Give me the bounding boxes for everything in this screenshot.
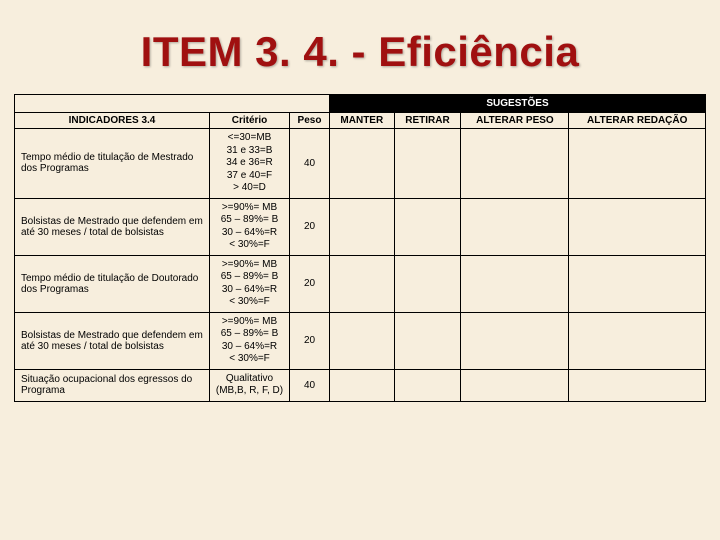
cell-criterio: >=90%= MB 65 – 89%= B 30 – 64%=R < 30%=F — [210, 255, 290, 312]
cell-alterar-redacao — [569, 198, 706, 255]
cell-peso: 20 — [290, 198, 330, 255]
cell-retirar — [394, 369, 461, 401]
cell-criterio: Qualitativo (MB,B, R, F, D) — [210, 369, 290, 401]
cell-manter — [330, 369, 395, 401]
cell-indicador: Tempo médio de titulação de Doutorado do… — [15, 255, 210, 312]
table-row: Tempo médio de titulação de Mestrado dos… — [15, 129, 706, 199]
cell-indicador: Bolsistas de Mestrado que defendem em at… — [15, 198, 210, 255]
cell-peso: 20 — [290, 312, 330, 369]
cell-criterio: <=30=MB 31 e 33=B 34 e 36=R 37 e 40=F > … — [210, 129, 290, 199]
cell-retirar — [394, 255, 461, 312]
cell-manter — [330, 129, 395, 199]
col-criterio: Critério — [210, 113, 290, 129]
cell-peso: 20 — [290, 255, 330, 312]
col-alterar-peso: ALTERAR PESO — [461, 113, 569, 129]
table-row: Tempo médio de titulação de Doutorado do… — [15, 255, 706, 312]
cell-peso: 40 — [290, 369, 330, 401]
cell-alterar-redacao — [569, 312, 706, 369]
cell-criterio: >=90%= MB 65 – 89%= B 30 – 64%=R < 30%=F — [210, 312, 290, 369]
cell-alterar-peso — [461, 255, 569, 312]
top-spacer — [15, 95, 330, 113]
cell-manter — [330, 255, 395, 312]
table-container: SUGESTÕES INDICADORES 3.4 Critério Peso … — [0, 94, 720, 402]
cell-alterar-peso — [461, 312, 569, 369]
cell-alterar-peso — [461, 198, 569, 255]
table-header-row: INDICADORES 3.4 Critério Peso MANTER RET… — [15, 113, 706, 129]
table-top-row: SUGESTÕES — [15, 95, 706, 113]
table-row: Situação ocupacional dos egressos do Pro… — [15, 369, 706, 401]
cell-alterar-redacao — [569, 369, 706, 401]
cell-alterar-peso — [461, 129, 569, 199]
indicators-table: SUGESTÕES INDICADORES 3.4 Critério Peso … — [14, 94, 706, 402]
table-row: Bolsistas de Mestrado que defendem em at… — [15, 312, 706, 369]
cell-alterar-redacao — [569, 255, 706, 312]
cell-manter — [330, 198, 395, 255]
cell-criterio: >=90%= MB 65 – 89%= B 30 – 64%=R < 30%=F — [210, 198, 290, 255]
col-indicadores: INDICADORES 3.4 — [15, 113, 210, 129]
cell-indicador: Situação ocupacional dos egressos do Pro… — [15, 369, 210, 401]
col-retirar: RETIRAR — [394, 113, 461, 129]
cell-alterar-redacao — [569, 129, 706, 199]
cell-indicador: Bolsistas de Mestrado que defendem em at… — [15, 312, 210, 369]
sugestoes-header: SUGESTÕES — [330, 95, 706, 113]
cell-retirar — [394, 312, 461, 369]
col-alterar-redacao: ALTERAR REDAÇÃO — [569, 113, 706, 129]
cell-alterar-peso — [461, 369, 569, 401]
cell-manter — [330, 312, 395, 369]
cell-retirar — [394, 198, 461, 255]
page-title: ITEM 3. 4. - Eficiência — [0, 0, 720, 94]
table-row: Bolsistas de Mestrado que defendem em at… — [15, 198, 706, 255]
cell-retirar — [394, 129, 461, 199]
cell-peso: 40 — [290, 129, 330, 199]
col-peso: Peso — [290, 113, 330, 129]
col-manter: MANTER — [330, 113, 395, 129]
cell-indicador: Tempo médio de titulação de Mestrado dos… — [15, 129, 210, 199]
